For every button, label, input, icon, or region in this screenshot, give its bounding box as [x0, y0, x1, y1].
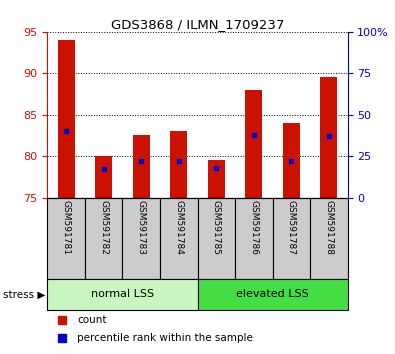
Bar [235, 198, 273, 279]
Bar [208, 160, 225, 198]
Text: GSM591781: GSM591781 [62, 200, 71, 255]
Title: GDS3868 / ILMN_1709237: GDS3868 / ILMN_1709237 [111, 18, 284, 31]
Bar [198, 279, 348, 310]
Text: GSM591787: GSM591787 [287, 200, 296, 255]
Text: normal LSS: normal LSS [91, 290, 154, 299]
Bar [122, 198, 160, 279]
Text: GSM591784: GSM591784 [174, 200, 183, 255]
Bar [58, 40, 75, 198]
Bar [95, 156, 112, 198]
Text: GSM591782: GSM591782 [99, 200, 108, 255]
Text: elevated LSS: elevated LSS [236, 290, 309, 299]
Text: GSM591788: GSM591788 [324, 200, 333, 255]
Bar [47, 198, 85, 279]
Text: percentile rank within the sample: percentile rank within the sample [77, 333, 253, 343]
Bar [170, 131, 187, 198]
Text: GSM591783: GSM591783 [137, 200, 146, 255]
Bar [160, 198, 198, 279]
Bar [133, 136, 150, 198]
Bar [310, 198, 348, 279]
Text: stress ▶: stress ▶ [3, 290, 45, 299]
Bar [47, 279, 198, 310]
Text: count: count [77, 315, 107, 325]
Bar [283, 123, 300, 198]
Text: GSM591785: GSM591785 [212, 200, 221, 255]
Bar [85, 198, 122, 279]
Bar [198, 198, 235, 279]
Bar [273, 198, 310, 279]
Bar [245, 90, 262, 198]
Text: GSM591786: GSM591786 [249, 200, 258, 255]
Bar [320, 78, 337, 198]
